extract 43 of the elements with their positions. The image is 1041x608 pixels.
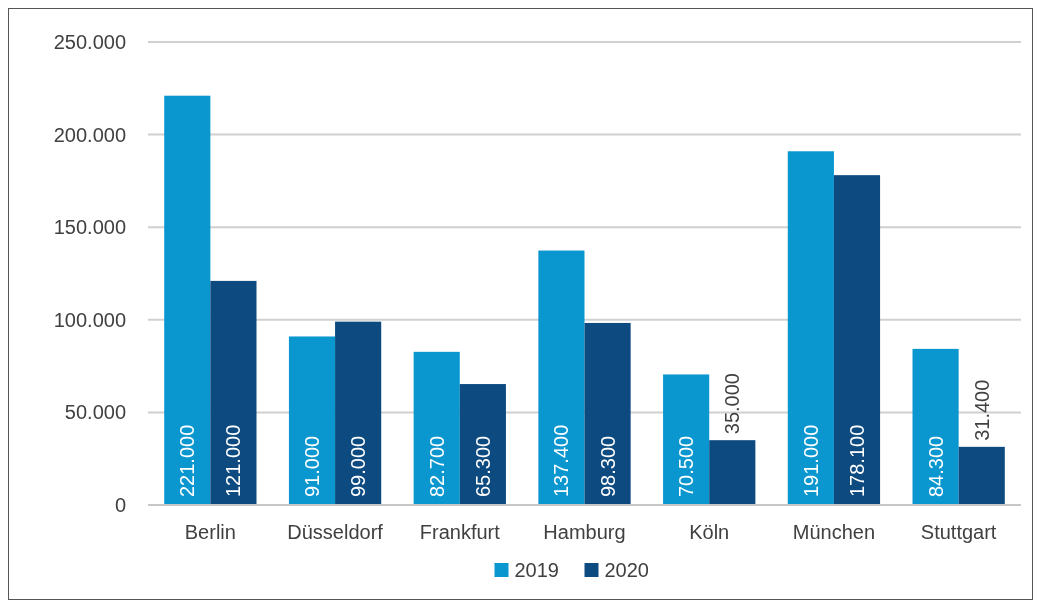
y-tick-label: 150.000 bbox=[53, 216, 126, 239]
data-label: 84.300 bbox=[924, 435, 947, 497]
x-tick-label: Düsseldorf bbox=[287, 521, 384, 543]
x-tick-label: Stuttgart bbox=[920, 521, 997, 543]
bar bbox=[958, 446, 1005, 505]
x-tick-label: Frankfurt bbox=[419, 521, 501, 543]
bar bbox=[413, 351, 460, 505]
y-tick-label: 200.000 bbox=[53, 123, 126, 146]
data-label: 178.100 bbox=[846, 424, 868, 497]
y-tick-label: 100.000 bbox=[53, 308, 126, 331]
bar bbox=[584, 322, 631, 505]
data-label: 191.000 bbox=[799, 424, 822, 497]
data-label: 35.000 bbox=[721, 373, 744, 435]
bar bbox=[709, 440, 756, 505]
bar bbox=[335, 321, 382, 505]
data-label: 137.400 bbox=[550, 424, 573, 497]
legend-label: 2020 bbox=[604, 559, 649, 581]
x-tick-label: Köln bbox=[689, 521, 730, 543]
data-label: 221.000 bbox=[176, 424, 199, 497]
y-tick-label: 250.000 bbox=[53, 31, 126, 53]
x-tick-label: München bbox=[792, 521, 876, 543]
data-label: 70.500 bbox=[675, 435, 698, 497]
data-label: 99.000 bbox=[347, 435, 370, 497]
data-label: 31.400 bbox=[970, 379, 993, 441]
bar bbox=[787, 151, 834, 505]
bar bbox=[538, 250, 585, 505]
y-tick-label: 0 bbox=[114, 494, 126, 516]
data-label: 91.000 bbox=[301, 435, 323, 497]
y-tick-label: 50.000 bbox=[64, 401, 126, 424]
bar bbox=[663, 374, 710, 505]
bar bbox=[459, 384, 506, 505]
bar bbox=[288, 336, 336, 505]
bar bbox=[164, 95, 211, 505]
bar bbox=[833, 175, 881, 505]
bar bbox=[912, 348, 959, 505]
data-label: 98.300 bbox=[596, 435, 619, 497]
data-label: 121.000 bbox=[222, 424, 245, 497]
legend-label: 2019 bbox=[514, 559, 559, 581]
data-label: 65.300 bbox=[471, 435, 494, 497]
bar bbox=[210, 280, 257, 505]
x-tick-label: Berlin bbox=[184, 521, 236, 543]
data-label: 82.700 bbox=[425, 435, 448, 497]
x-tick-label: Hamburg bbox=[543, 521, 626, 543]
